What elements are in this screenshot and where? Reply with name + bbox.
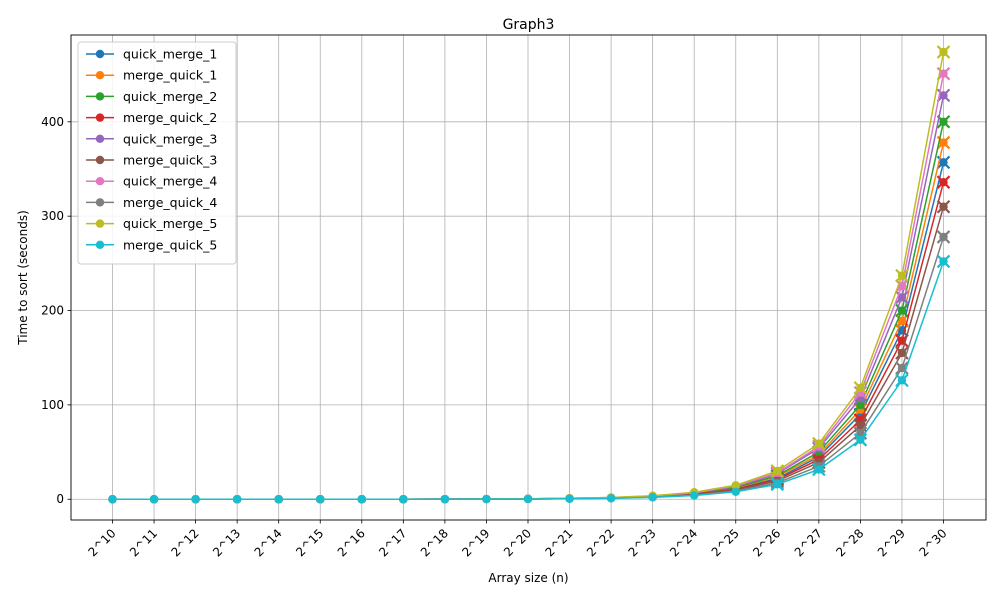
legend-swatch-marker [95, 71, 105, 80]
legend-item-merge_quick_3: merge_quick_3 [86, 153, 217, 168]
data-point [897, 293, 907, 302]
data-point [939, 202, 948, 211]
data-point [939, 91, 948, 100]
data-point [773, 480, 782, 489]
data-point [939, 158, 948, 167]
legend-item-quick_merge_3: quick_merge_3 [86, 131, 217, 146]
data-point [523, 494, 533, 504]
data-point [357, 495, 366, 504]
grid-layer [71, 35, 986, 520]
data-point [939, 232, 948, 242]
data-point [856, 435, 865, 444]
legend: quick_merge_1 merge_quick_1 quick_merge_2m… [77, 41, 237, 265]
legend-label: merge_quick_3 [123, 153, 217, 168]
x-axis-label: Array size (n) [488, 571, 568, 585]
data-point [482, 494, 491, 504]
data-point [939, 138, 948, 147]
legend-label: merge_quick_1 [123, 68, 217, 83]
data-point [897, 363, 907, 373]
legend-label: merge_quick_4 [123, 195, 217, 210]
data-point [897, 376, 907, 385]
legend-label: quick_merge_3 [123, 131, 217, 146]
y-axis: 0 100 200 300 400 [41, 115, 71, 506]
y-tick-label: 400 [41, 115, 64, 129]
y-tick-label: 0 [56, 492, 64, 506]
legend-item-quick_merge_1: quick_merge_1 [86, 47, 217, 62]
data-point [316, 495, 325, 504]
data-point [897, 281, 907, 291]
data-point [565, 494, 574, 503]
legend-swatch-marker [95, 198, 105, 207]
data-point [939, 177, 948, 187]
y-axis-label: Time to sort (seconds) [16, 210, 30, 346]
data-point [856, 383, 865, 393]
legend-item-merge_quick_5: merge_quick_5 [86, 237, 217, 252]
legend-label: merge_quick_5 [123, 237, 217, 252]
legend-label: quick_merge_4 [123, 174, 217, 189]
chart-title: Graph3 [503, 17, 555, 33]
data-point [856, 400, 865, 410]
legend-label: quick_merge_5 [123, 216, 217, 231]
data-point [731, 481, 740, 490]
series-merge_quick_5 [108, 254, 951, 504]
data-point [274, 495, 283, 504]
data-point [773, 466, 782, 476]
data-point [399, 495, 408, 504]
legend-swatch-marker [95, 177, 105, 186]
data-point [897, 306, 907, 315]
data-point [897, 271, 907, 280]
legend-item-merge_quick_1: merge_quick_1 [86, 68, 217, 83]
legend-item-merge_quick_4: merge_quick_4 [86, 195, 217, 210]
data-point [939, 117, 948, 127]
data-point [690, 491, 699, 500]
data-point [814, 439, 824, 448]
data-point [108, 495, 117, 504]
legend-swatch-marker [95, 219, 105, 228]
data-point [232, 495, 242, 504]
data-point [440, 494, 450, 504]
data-point [939, 47, 948, 57]
data-point [191, 495, 200, 504]
legend-swatch-marker [95, 240, 105, 249]
data-point [897, 316, 907, 326]
data-point [897, 336, 907, 345]
legend-item-quick_merge_2: quick_merge_2 [86, 89, 217, 104]
data-point [939, 69, 948, 78]
legend-swatch-marker [95, 49, 105, 59]
legend-item-quick_merge_5: quick_merge_5 [86, 216, 217, 231]
legend-swatch-marker [95, 134, 105, 143]
data-point [856, 428, 865, 438]
legend-swatch-marker [95, 113, 105, 122]
series-layer [108, 45, 951, 504]
data-point [648, 493, 657, 502]
legend-box [77, 41, 237, 265]
legend-swatch-marker [95, 155, 105, 165]
data-point [897, 348, 907, 358]
legend-label: quick_merge_2 [123, 89, 217, 104]
legend-swatch-marker [95, 92, 105, 101]
data-point [731, 487, 740, 496]
data-point [939, 257, 948, 266]
legend-item-quick_merge_4: quick_merge_4 [86, 174, 217, 189]
legend-label: merge_quick_2 [123, 110, 217, 125]
y-tick-label: 100 [41, 398, 64, 412]
data-point [856, 421, 865, 430]
data-point [606, 494, 616, 503]
legend-item-merge_quick_2: merge_quick_2 [86, 110, 217, 125]
y-tick-label: 300 [41, 209, 64, 223]
data-point [149, 495, 159, 504]
y-tick-label: 200 [41, 304, 64, 318]
plot-frame [70, 34, 987, 521]
data-point [814, 465, 824, 474]
legend-label: quick_merge_1 [123, 47, 217, 62]
